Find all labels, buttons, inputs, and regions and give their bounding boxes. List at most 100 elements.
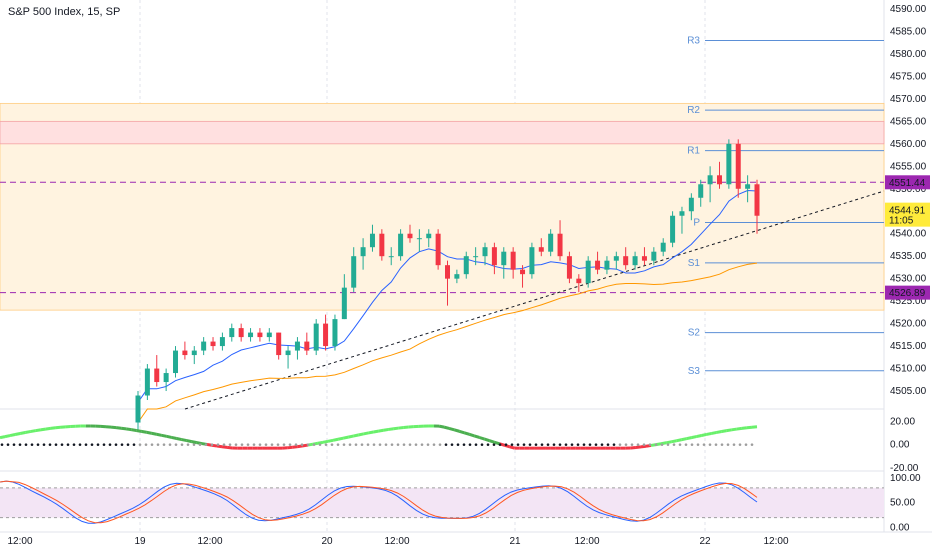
zero-dot [522, 443, 526, 446]
candle-body [266, 332, 272, 338]
candle-body [473, 256, 479, 258]
zero-dot [168, 443, 172, 446]
zero-dot [30, 443, 34, 446]
oscillator-segment [453, 428, 460, 433]
price-axis[interactable]: 4590.00 4585.00 4580.00 4575.00 4570.00 4565.… [890, 4, 927, 534]
zero-dot [228, 443, 232, 446]
zero-dot [630, 443, 634, 446]
oscillator-tick-label: 0.00 [890, 440, 910, 451]
time-tick-label: 12:00 [763, 536, 788, 547]
oscillator-segment [509, 445, 516, 450]
candles [135, 139, 760, 432]
price-tick-label: 4590.00 [890, 4, 927, 15]
candle-body [688, 197, 694, 212]
candle-body [632, 256, 638, 266]
candle-body [135, 395, 141, 423]
zero-dot [696, 443, 700, 446]
zero-dot [720, 443, 724, 446]
candle-body [369, 233, 375, 248]
zero-dot [108, 443, 112, 446]
zero-dot [84, 443, 88, 446]
oscillator-segment [670, 439, 677, 444]
zero-dot [486, 443, 490, 446]
zero-dot [324, 443, 328, 446]
zero-dot [252, 443, 256, 446]
oscillator-segment [630, 446, 637, 450]
zero-dot [612, 443, 616, 446]
oscillator-segment [19, 431, 26, 435]
oscillator-segment [191, 440, 198, 445]
oscillator-segment [494, 440, 501, 446]
time-tick-label: 20 [321, 536, 333, 547]
oscillator-segment [125, 427, 132, 432]
time-tick-label: 19 [134, 536, 146, 547]
zero-dot [552, 443, 556, 446]
zero-dot [180, 443, 184, 446]
candle-body [238, 328, 244, 338]
oscillator-segment [216, 444, 223, 449]
chart-title: S&P 500 Index, 15, SP [8, 6, 121, 18]
candle-body [219, 337, 225, 347]
oscillator-segment [352, 433, 359, 438]
zones [0, 102, 885, 311]
candle-body [388, 256, 394, 258]
oscillator-segment [176, 437, 182, 442]
zero-dot [708, 443, 712, 446]
oscillator-segment [443, 425, 450, 430]
zero-dot [54, 443, 58, 446]
moving-averages [137, 189, 758, 423]
pivot-levels: R3 R2 R1 P S1 S2 S3 [687, 35, 884, 377]
zero-dot [462, 443, 466, 446]
zero-dot [678, 443, 682, 446]
zero-dot [732, 443, 736, 446]
pivot-label: S3 [688, 366, 701, 377]
oscillator-segment [640, 444, 647, 449]
candle-body [210, 341, 216, 347]
candle-body [257, 332, 263, 338]
zero-dot [120, 443, 124, 446]
zero-dot [666, 443, 670, 446]
oscillator-segment [35, 428, 41, 433]
candle-body [613, 256, 619, 261]
oscillator-segment [151, 431, 157, 436]
oscillator-segment [30, 429, 36, 434]
oscillator-segment [680, 437, 687, 442]
oscillator-segment [166, 434, 172, 439]
candle-body [163, 373, 169, 383]
zero-dot [60, 443, 64, 446]
oscillator-segment [221, 445, 228, 449]
zero-dot [306, 443, 310, 446]
zero-dot [582, 443, 586, 446]
zero-dot [300, 443, 304, 446]
oscillator-segment [711, 430, 717, 435]
countdown-text: 11:05 [889, 216, 914, 227]
zero-dot [600, 443, 604, 446]
zero-dot [534, 443, 538, 446]
candle-body [144, 368, 150, 396]
zero-dot [36, 443, 40, 446]
zero-dot [432, 443, 436, 446]
candle-body [679, 211, 685, 216]
zero-dot [270, 443, 274, 446]
oscillator-segment [746, 425, 753, 430]
fast-moving-average-line [137, 189, 758, 403]
candle-body [576, 278, 582, 284]
zero-dot [624, 443, 628, 446]
time-tick-label: 12:00 [384, 536, 409, 547]
candle-body [641, 256, 647, 261]
zero-dot [498, 443, 502, 446]
oscillator-segment [14, 432, 21, 436]
oscillator-segment [463, 431, 470, 436]
stochastic-tick-label: 100.00 [890, 473, 921, 484]
zero-dot [186, 443, 190, 446]
time-tick-label: 12:00 [7, 536, 32, 547]
oscillator-segment [327, 438, 334, 443]
oscillator-segment [665, 440, 672, 445]
oscillator-segment [186, 439, 193, 444]
candle-body [285, 350, 291, 356]
time-axis[interactable]: 12:00 19 12:00 20 12:00 21 12:00 22 12:00 [7, 536, 788, 547]
pivot-label: S2 [688, 328, 701, 339]
price-tick-label: 4570.00 [890, 94, 927, 105]
zero-dot [558, 443, 562, 446]
